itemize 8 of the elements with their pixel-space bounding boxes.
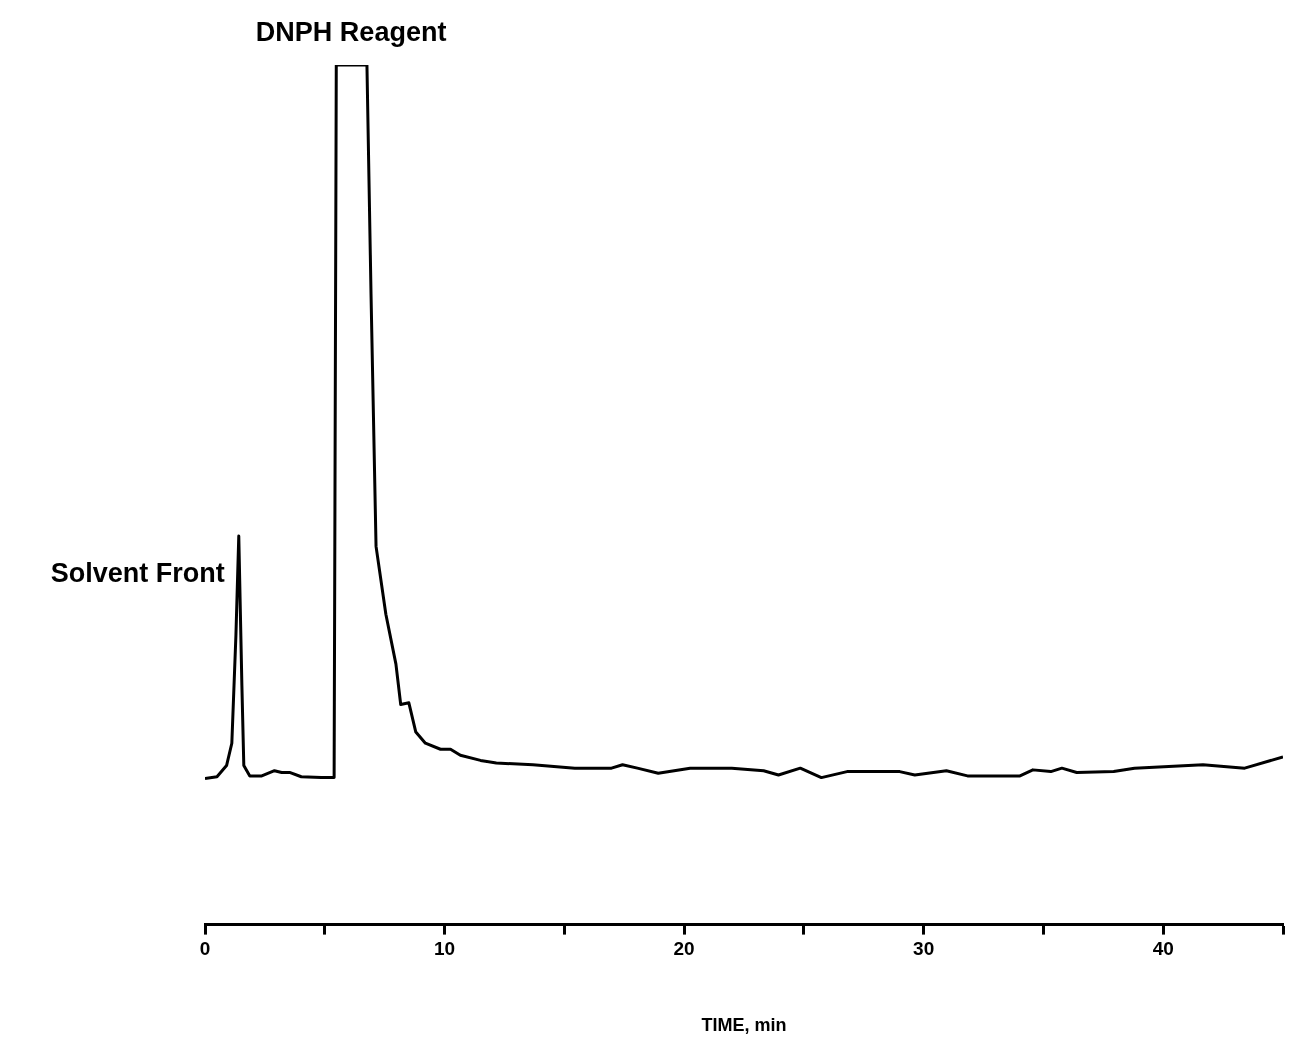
- annotation: Solvent Front: [50, 557, 225, 588]
- annotation: DNPH Reagent: [255, 16, 447, 47]
- x-axis-title: TIME, min: [701, 1015, 787, 1036]
- x-tick-label: 20: [673, 938, 695, 960]
- x-tick-label: 10: [433, 938, 456, 960]
- x-tick-label: 0: [199, 938, 211, 960]
- x-tick-label: 30: [913, 938, 935, 960]
- x-tick-label: 40: [1152, 938, 1174, 960]
